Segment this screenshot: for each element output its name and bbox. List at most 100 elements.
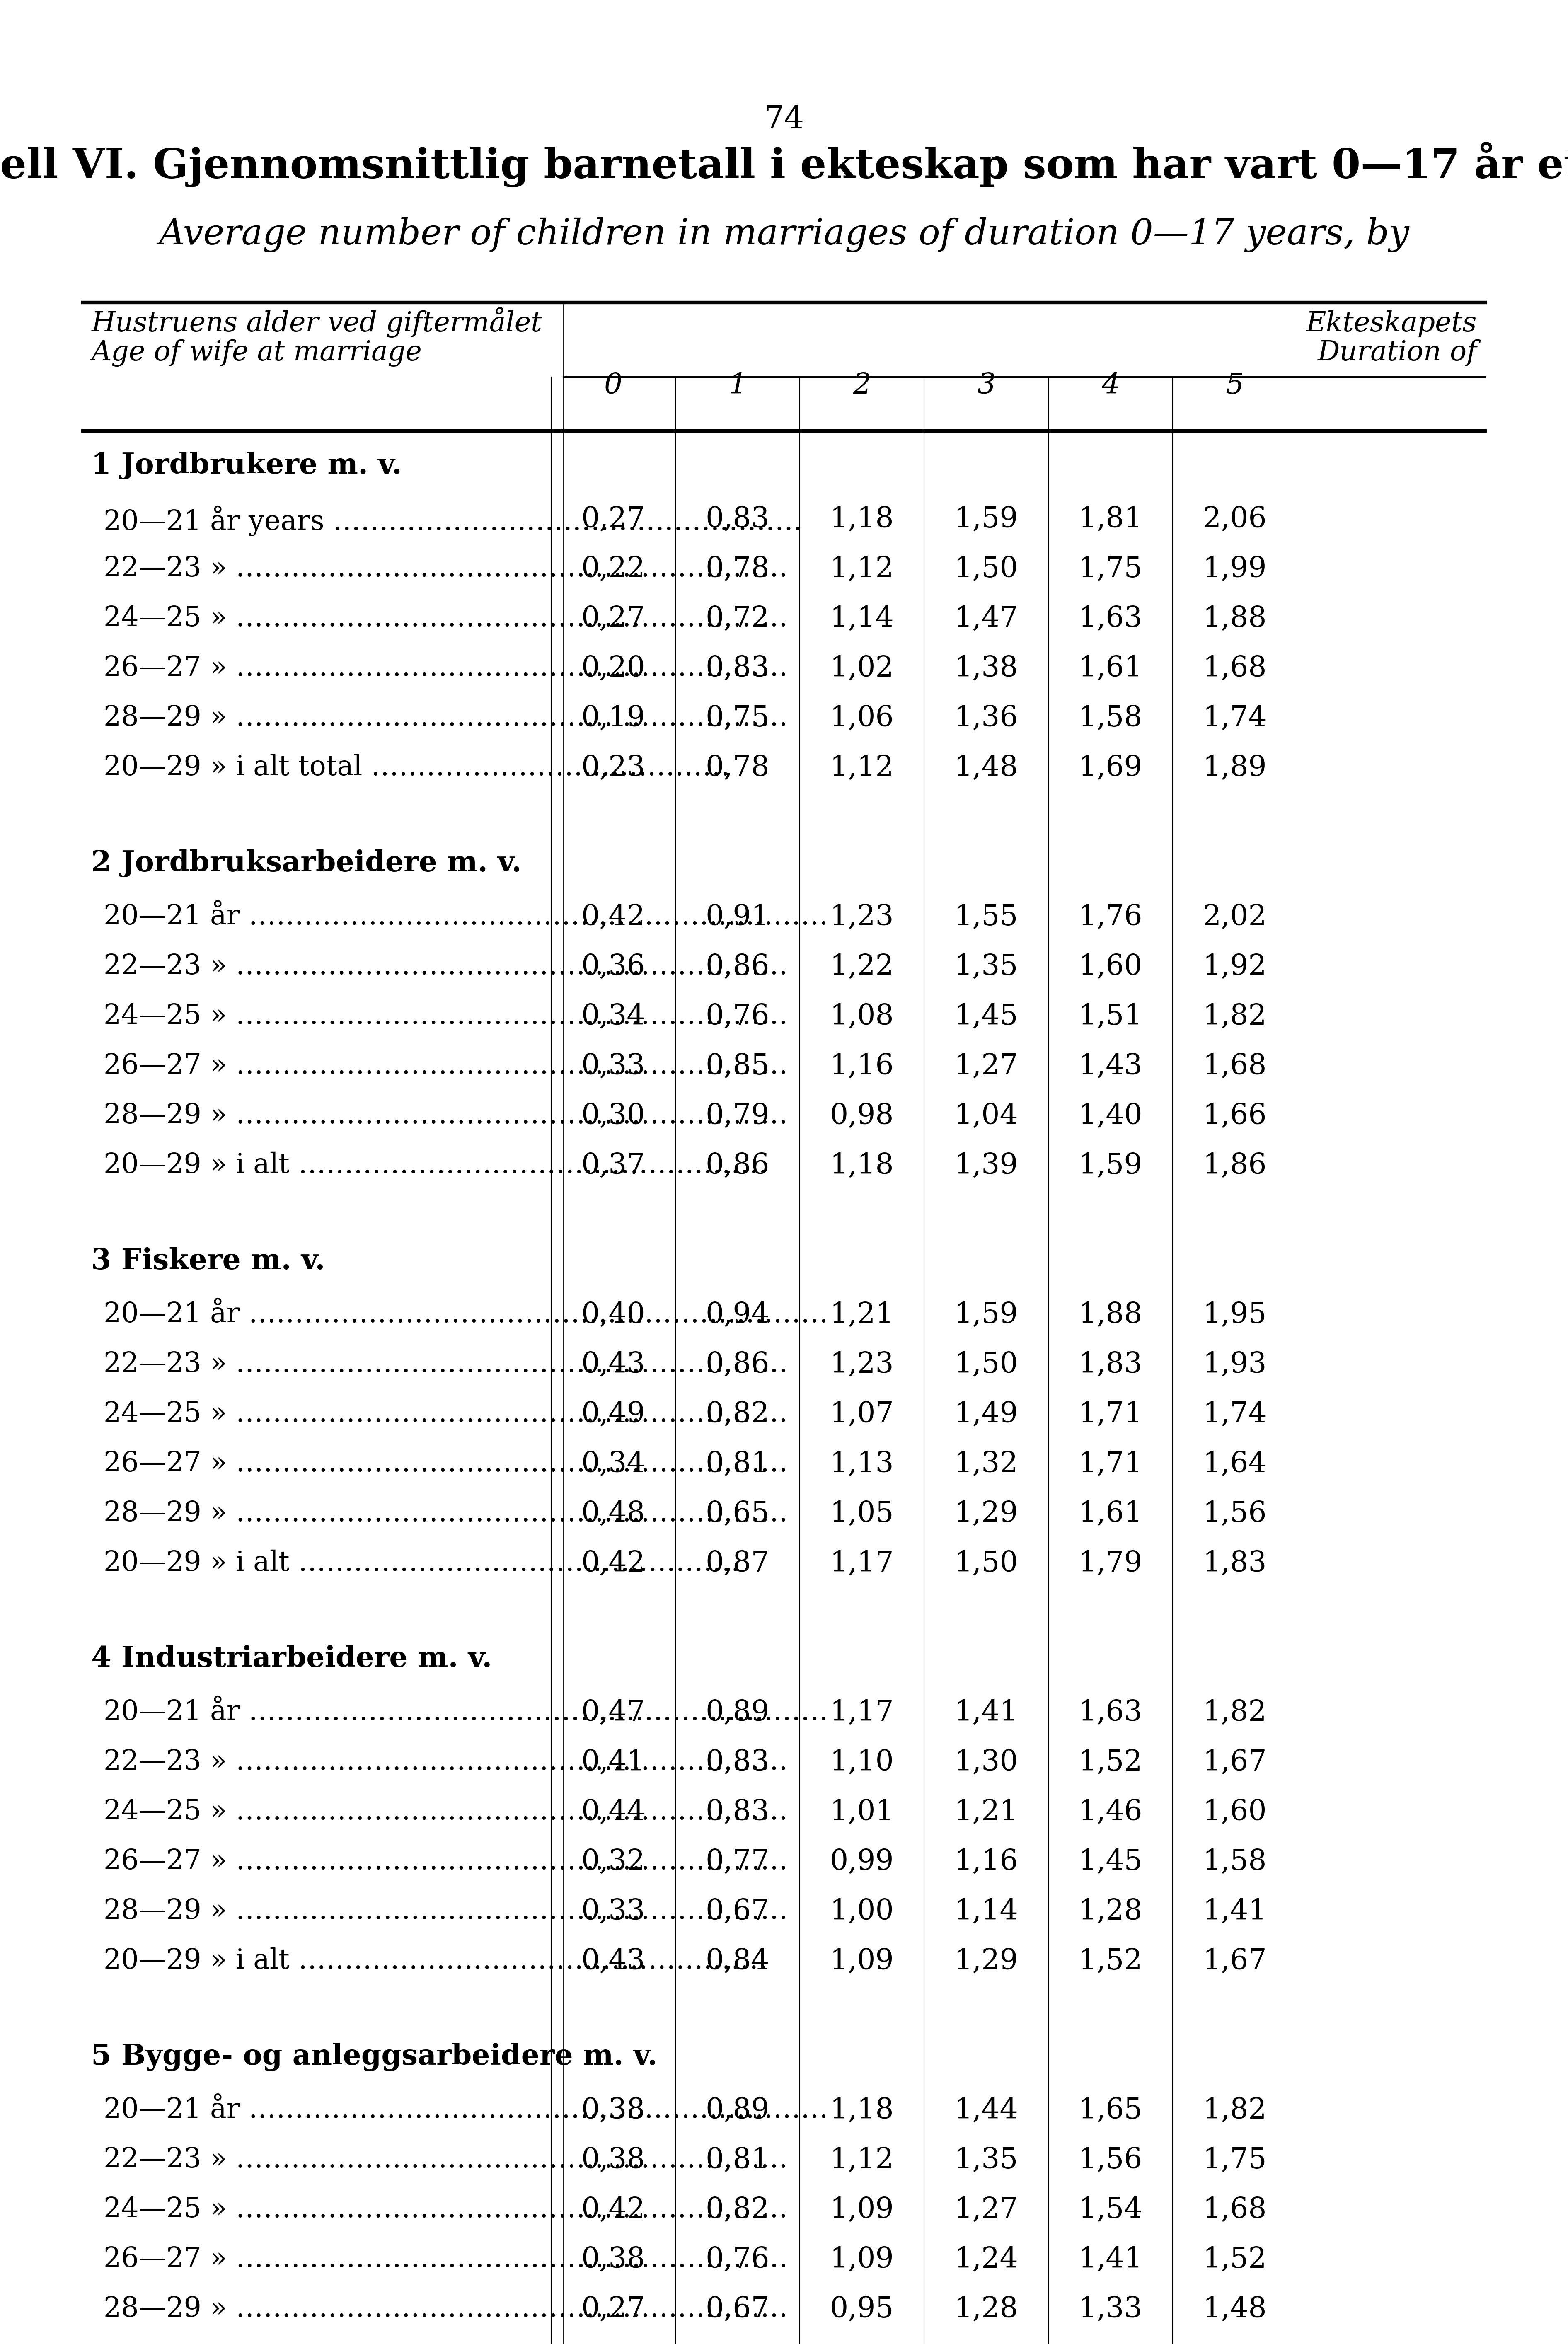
Text: 1,07: 1,07 (829, 1399, 894, 1427)
Text: 20—29 » i alt ……………………………………………: 20—29 » i alt …………………………………………… (103, 1151, 768, 1179)
Text: 5: 5 (1226, 373, 1243, 398)
Text: Tabell VI. Gjennomsnittlig barnetall i ekteskap som har vart 0—17 år etter: Tabell VI. Gjennomsnittlig barnetall i e… (0, 141, 1568, 188)
Text: 0,89: 0,89 (706, 2096, 770, 2124)
Text: 1,21: 1,21 (829, 1301, 894, 1329)
Text: 1,48: 1,48 (955, 755, 1018, 781)
Text: 2,02: 2,02 (1203, 902, 1267, 931)
Text: 0,37: 0,37 (582, 1151, 646, 1179)
Text: 1,69: 1,69 (1079, 755, 1143, 781)
Text: 28—29 » ……………………………………………………: 28—29 » …………………………………………………… (103, 706, 787, 731)
Text: 0,81: 0,81 (706, 2147, 770, 2173)
Text: 0,91: 0,91 (706, 902, 770, 931)
Text: 0,49: 0,49 (582, 1399, 646, 1427)
Text: 20—21 år ………………………………………………………: 20—21 år ……………………………………………………… (103, 1699, 828, 1725)
Text: 0,32: 0,32 (582, 1847, 646, 1875)
Text: 0,47: 0,47 (582, 1699, 646, 1725)
Text: 1,74: 1,74 (1203, 706, 1267, 731)
Text: 1,35: 1,35 (955, 954, 1018, 980)
Text: 0,82: 0,82 (706, 2196, 770, 2224)
Text: 22—23 » ……………………………………………………: 22—23 » …………………………………………………… (103, 1350, 787, 1378)
Text: Average number of children in marriages of duration 0—17 years, by: Average number of children in marriages … (158, 218, 1410, 253)
Text: 24—25 » ……………………………………………………: 24—25 » …………………………………………………… (103, 1003, 787, 1029)
Text: 22—23 » ……………………………………………………: 22—23 » …………………………………………………… (103, 556, 787, 581)
Text: 1,17: 1,17 (829, 1549, 894, 1578)
Text: 1,68: 1,68 (1203, 2196, 1267, 2224)
Text: 0,99: 0,99 (829, 1847, 894, 1875)
Text: 1,41: 1,41 (955, 1699, 1018, 1725)
Text: 1,79: 1,79 (1079, 1549, 1143, 1578)
Text: 2,06: 2,06 (1203, 506, 1267, 532)
Text: 1,71: 1,71 (1079, 1451, 1143, 1477)
Text: 1,58: 1,58 (1079, 706, 1143, 731)
Text: 1,23: 1,23 (829, 902, 894, 931)
Text: 1,59: 1,59 (955, 506, 1018, 532)
Text: 1,39: 1,39 (955, 1151, 1018, 1179)
Text: 4 Industriarbeidere m. v.: 4 Industriarbeidere m. v. (91, 1645, 492, 1674)
Text: 1,45: 1,45 (1079, 1847, 1143, 1875)
Text: 1,29: 1,29 (955, 1500, 1018, 1528)
Text: 1,16: 1,16 (955, 1847, 1018, 1875)
Text: 1,99: 1,99 (1203, 556, 1267, 584)
Text: 22—23 » ……………………………………………………: 22—23 » …………………………………………………… (103, 2147, 787, 2173)
Text: 26—27 » ……………………………………………………: 26—27 » …………………………………………………… (103, 2246, 789, 2274)
Text: 0,42: 0,42 (582, 1549, 646, 1578)
Text: 20—21 år years ……………………………………………: 20—21 år years …………………………………………… (103, 506, 803, 537)
Text: 0,89: 0,89 (706, 1699, 770, 1725)
Text: 1,32: 1,32 (955, 1451, 1018, 1477)
Text: 1,09: 1,09 (829, 2196, 894, 2224)
Text: 0,83: 0,83 (706, 1749, 770, 1777)
Text: 0,27: 0,27 (582, 506, 646, 532)
Text: 1,83: 1,83 (1203, 1549, 1267, 1578)
Text: 1,66: 1,66 (1203, 1102, 1267, 1130)
Text: 1,63: 1,63 (1079, 605, 1143, 633)
Text: 1,60: 1,60 (1079, 954, 1143, 980)
Text: 1: 1 (729, 373, 746, 398)
Text: 0,20: 0,20 (582, 654, 646, 682)
Text: 24—25 » ……………………………………………………: 24—25 » …………………………………………………… (103, 1399, 787, 1427)
Text: 0,43: 0,43 (582, 1350, 646, 1378)
Text: 1,65: 1,65 (1079, 2096, 1143, 2124)
Text: 1,92: 1,92 (1203, 954, 1267, 980)
Text: 0,38: 0,38 (582, 2147, 646, 2173)
Text: 0,30: 0,30 (582, 1102, 646, 1130)
Text: 3: 3 (977, 373, 996, 398)
Text: 20—29 » i alt ……………………………………………: 20—29 » i alt …………………………………………… (103, 1948, 768, 1974)
Text: 1,86: 1,86 (1203, 1151, 1267, 1179)
Text: 1,46: 1,46 (1079, 1798, 1143, 1826)
Text: 0,94: 0,94 (706, 1301, 770, 1329)
Text: 24—25 » ……………………………………………………: 24—25 » …………………………………………………… (103, 605, 787, 633)
Text: 0: 0 (604, 373, 622, 398)
Text: 1,13: 1,13 (829, 1451, 894, 1477)
Text: 1,88: 1,88 (1203, 605, 1267, 633)
Text: 0,83: 0,83 (706, 654, 770, 682)
Text: 0,72: 0,72 (706, 605, 770, 633)
Text: 0,42: 0,42 (582, 2196, 646, 2224)
Text: 0,76: 0,76 (706, 2246, 770, 2274)
Text: 0,44: 0,44 (582, 1798, 646, 1826)
Text: 1,68: 1,68 (1203, 1052, 1267, 1081)
Text: 1,48: 1,48 (1203, 2295, 1267, 2323)
Text: 1,00: 1,00 (829, 1899, 894, 1924)
Text: 4: 4 (1101, 373, 1120, 398)
Text: Duration of: Duration of (1317, 340, 1477, 366)
Text: 1,18: 1,18 (829, 1151, 894, 1179)
Text: 20—29 » i alt total …………………………………: 20—29 » i alt total ………………………………… (103, 755, 731, 781)
Text: 24—25 » ……………………………………………………: 24—25 » …………………………………………………… (103, 1798, 787, 1826)
Text: 1,50: 1,50 (955, 1549, 1018, 1578)
Text: Hustruens alder ved giftermålet: Hustruens alder ved giftermålet (91, 307, 543, 338)
Text: 1,22: 1,22 (829, 954, 894, 980)
Text: 20—21 år ………………………………………………………: 20—21 år ……………………………………………………… (103, 1301, 828, 1329)
Text: 0,77: 0,77 (706, 1847, 770, 1875)
Text: 0,75: 0,75 (706, 706, 770, 731)
Text: 1,71: 1,71 (1079, 1399, 1143, 1427)
Text: 1 Jordbrukere m. v.: 1 Jordbrukere m. v. (91, 452, 401, 481)
Text: 1,54: 1,54 (1079, 2196, 1143, 2224)
Text: 1,18: 1,18 (829, 506, 894, 532)
Text: 1,01: 1,01 (829, 1798, 894, 1826)
Text: 1,17: 1,17 (829, 1699, 894, 1725)
Text: 1,08: 1,08 (829, 1003, 894, 1031)
Text: 0,76: 0,76 (706, 1003, 770, 1031)
Text: 1,59: 1,59 (955, 1301, 1018, 1329)
Text: 0,67: 0,67 (706, 1899, 770, 1924)
Text: 1,28: 1,28 (1079, 1899, 1143, 1924)
